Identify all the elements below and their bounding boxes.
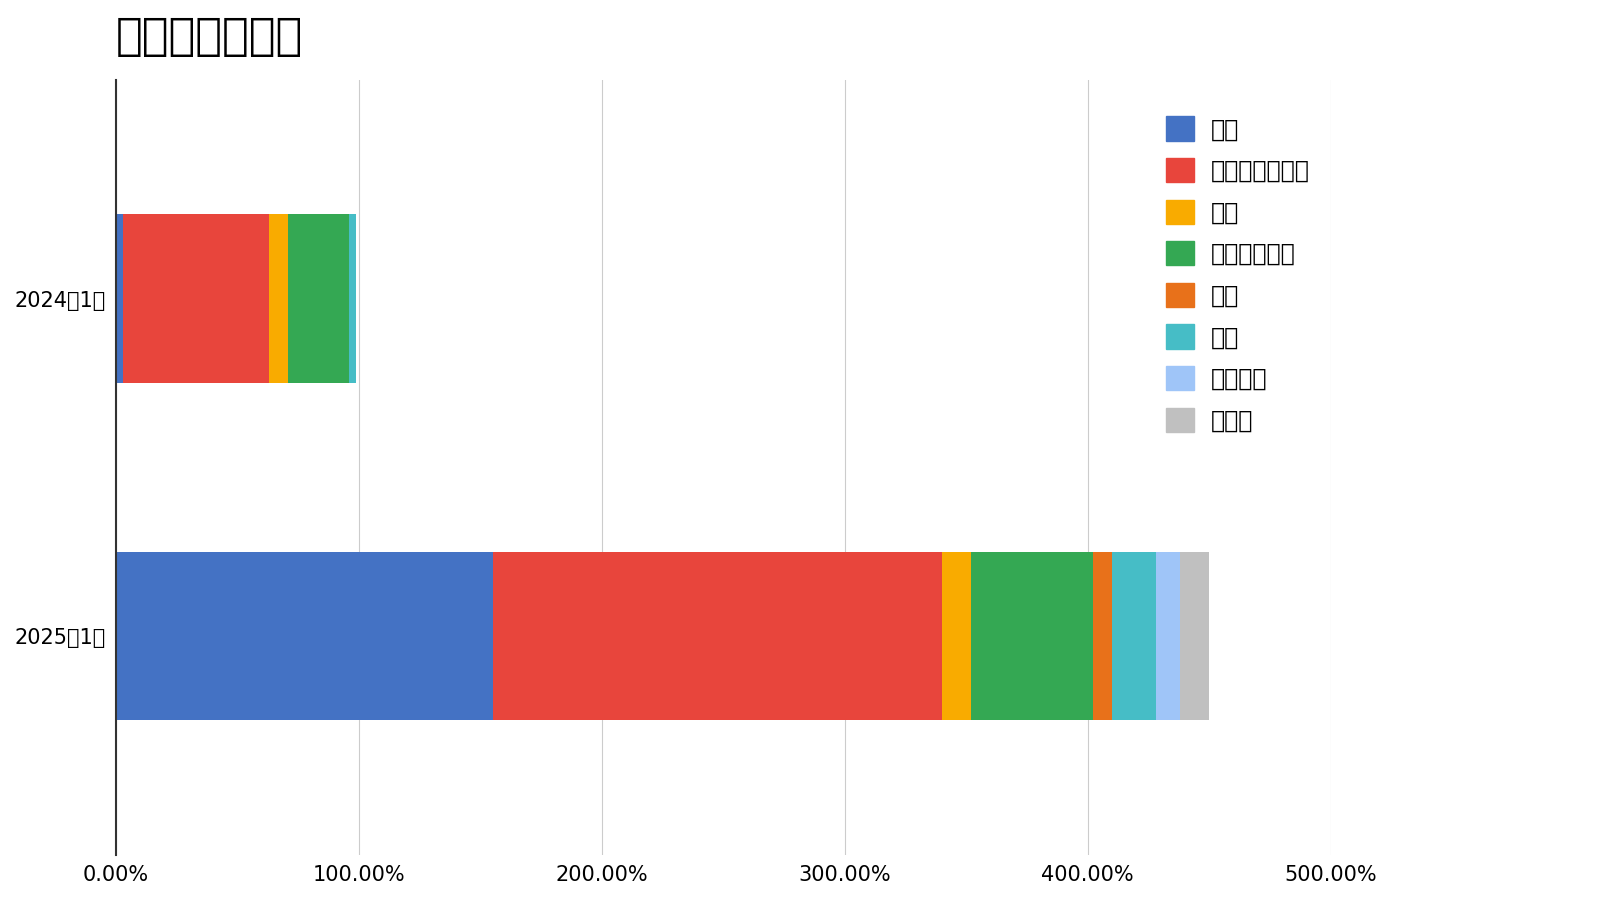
Bar (971, 552, 1093, 720)
Bar (349, 214, 357, 383)
Bar (1155, 552, 1181, 720)
Bar (115, 552, 493, 720)
Bar (123, 214, 269, 383)
Bar (288, 214, 349, 383)
Bar (1112, 552, 1155, 720)
Bar (1181, 552, 1210, 720)
Bar (269, 214, 288, 383)
Bar (493, 552, 942, 720)
Bar (942, 552, 971, 720)
Legend: 台湾, オーストラリア, 中国, シンガポール, 台湾, 欧米, 他アジア, その他: 台湾, オーストラリア, 中国, シンガポール, 台湾, 欧米, 他アジア, そ… (1157, 107, 1318, 442)
Text: 訪日外国人割合: 訪日外国人割合 (115, 15, 304, 58)
Bar (1093, 552, 1112, 720)
Bar (115, 214, 123, 383)
